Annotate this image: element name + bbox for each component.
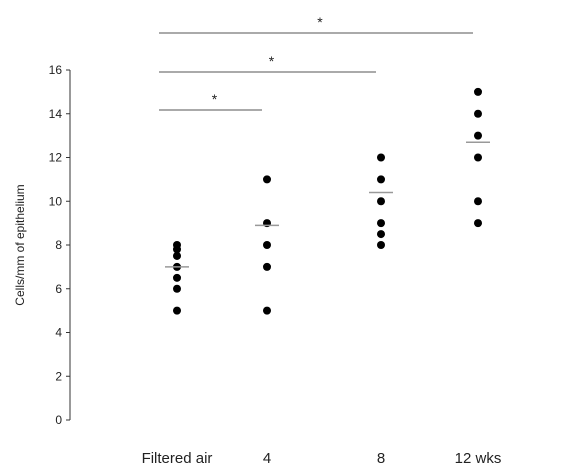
- data-point: [173, 251, 181, 260]
- y-tick-label: 4: [55, 326, 62, 340]
- y-tick-label: 14: [49, 107, 63, 121]
- data-point: [263, 306, 271, 315]
- data-point: [263, 262, 271, 271]
- x-category-label: 8: [377, 450, 385, 467]
- y-tick-label: 0: [55, 413, 62, 427]
- data-point: [377, 241, 385, 249]
- data-point: [377, 197, 385, 206]
- data-point: [474, 197, 482, 206]
- y-tick-label: 16: [49, 63, 63, 77]
- y-tick-label: 8: [55, 238, 62, 252]
- y-tick-label: 2: [55, 369, 62, 383]
- x-category-label: Filtered air: [142, 450, 213, 467]
- data-point: [474, 219, 482, 228]
- y-axis-title: Cells/mm of epithelium: [13, 184, 27, 305]
- data-point: [173, 241, 181, 249]
- y-tick-label: 6: [55, 282, 62, 296]
- x-category-label: 12 wks: [455, 450, 502, 467]
- data-point: [377, 175, 385, 184]
- data-point: [474, 153, 482, 162]
- significance-star: *: [269, 53, 275, 69]
- data-point: [173, 306, 181, 315]
- data-point: [173, 284, 181, 293]
- significance-star: *: [317, 14, 323, 30]
- data-point: [377, 219, 385, 228]
- data-point: [263, 175, 271, 184]
- data-point: [377, 153, 385, 162]
- y-tick-label: 12: [49, 151, 63, 165]
- data-point: [173, 273, 181, 282]
- x-category-label: 4: [263, 450, 271, 467]
- data-point: [474, 87, 482, 96]
- significance-star: *: [212, 91, 218, 107]
- data-point: [377, 230, 385, 239]
- data-point: [263, 241, 271, 249]
- y-tick-label: 10: [49, 194, 63, 208]
- data-point: [474, 109, 482, 118]
- data-point: [474, 131, 482, 140]
